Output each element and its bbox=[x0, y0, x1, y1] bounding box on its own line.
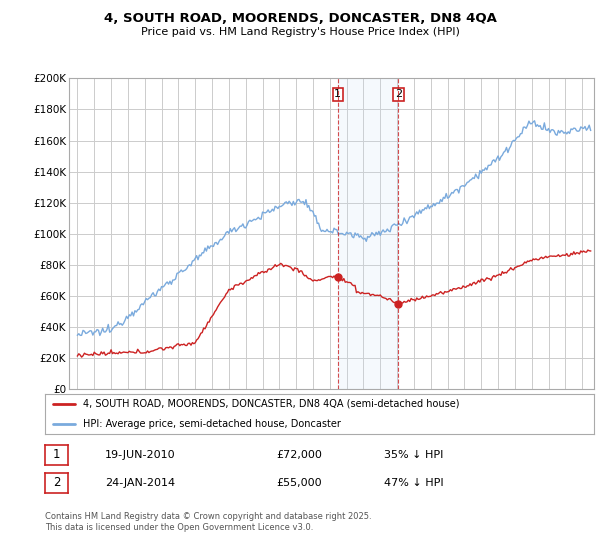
Text: 47% ↓ HPI: 47% ↓ HPI bbox=[384, 478, 443, 488]
Text: 4, SOUTH ROAD, MOORENDS, DONCASTER, DN8 4QA (semi-detached house): 4, SOUTH ROAD, MOORENDS, DONCASTER, DN8 … bbox=[83, 399, 460, 409]
Text: Price paid vs. HM Land Registry's House Price Index (HPI): Price paid vs. HM Land Registry's House … bbox=[140, 27, 460, 37]
Text: £55,000: £55,000 bbox=[276, 478, 322, 488]
Text: 35% ↓ HPI: 35% ↓ HPI bbox=[384, 450, 443, 460]
Text: 24-JAN-2014: 24-JAN-2014 bbox=[105, 478, 175, 488]
Text: 19-JUN-2010: 19-JUN-2010 bbox=[105, 450, 176, 460]
Text: 1: 1 bbox=[334, 89, 341, 99]
Bar bbox=[338, 78, 398, 389]
Text: 2: 2 bbox=[53, 476, 60, 489]
Text: 1: 1 bbox=[53, 448, 60, 461]
Text: £72,000: £72,000 bbox=[276, 450, 322, 460]
Text: Contains HM Land Registry data © Crown copyright and database right 2025.
This d: Contains HM Land Registry data © Crown c… bbox=[45, 512, 371, 532]
Text: HPI: Average price, semi-detached house, Doncaster: HPI: Average price, semi-detached house,… bbox=[83, 419, 341, 429]
Text: 4, SOUTH ROAD, MOORENDS, DONCASTER, DN8 4QA: 4, SOUTH ROAD, MOORENDS, DONCASTER, DN8 … bbox=[104, 12, 496, 25]
Text: 2: 2 bbox=[395, 89, 402, 99]
